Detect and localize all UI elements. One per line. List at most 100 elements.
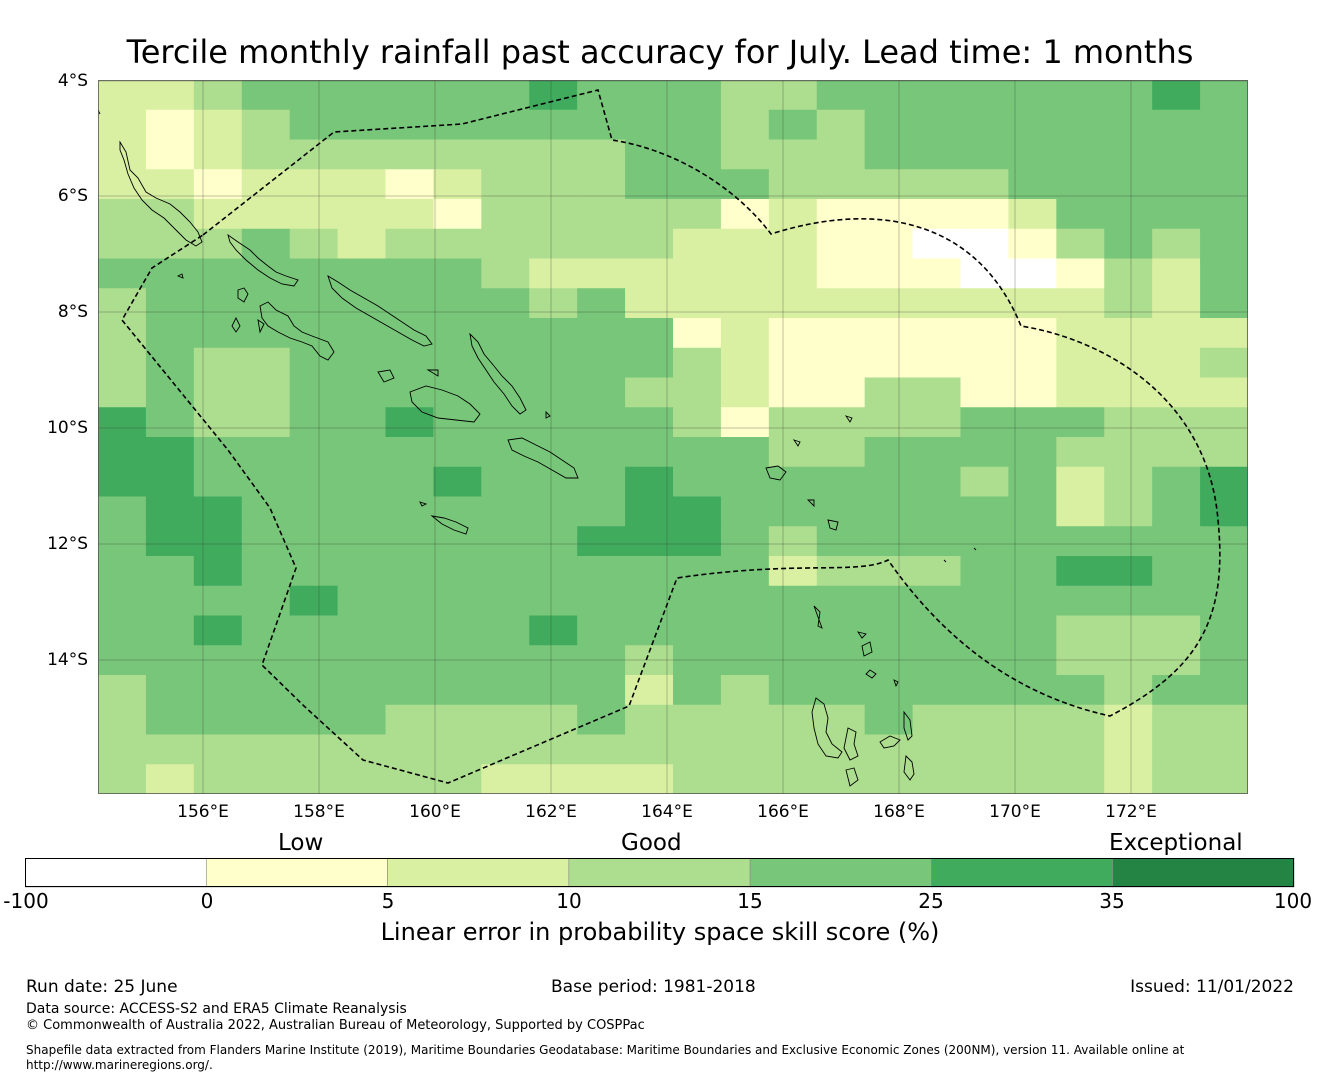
grid-cell [337,615,387,646]
grid-cell [1056,556,1105,587]
grid-cell [912,734,962,765]
grid-cell [193,288,243,319]
grid-cell [481,556,530,587]
grid-cell [433,169,482,200]
grid-cell [720,466,770,498]
grid-cell [673,407,722,438]
grid-cell [912,675,962,706]
grid-cell [1200,734,1248,765]
grid-cell [625,526,674,557]
grid-cell [816,645,866,676]
grid-cell [145,139,195,170]
grid-cell [577,496,626,527]
grid-cell [960,288,1010,319]
grid-cell [912,466,962,498]
grid-cell [1008,556,1057,587]
grid-cell [960,377,1010,408]
grid-cell [768,377,818,408]
grid-cell [816,466,866,498]
grid-cell [577,80,626,111]
grid-cell [98,556,147,587]
lon-label: 156°E [177,802,229,822]
grid-cell [433,437,482,468]
grid-cell [816,258,866,289]
grid-cell [673,645,722,676]
grid-cell [145,109,195,141]
grid-cell [145,496,195,527]
grid-cell [577,675,626,706]
grid-cell [1008,526,1057,557]
grid-cell [481,734,530,765]
grid-cell [289,437,339,468]
island-espiritu-santo [811,697,843,759]
island-santa-isabel [327,274,433,347]
grid-cell [98,288,147,319]
grid-cell [289,496,339,527]
grid-cell [481,228,530,260]
grid-cell [385,466,435,498]
grid-cell [960,585,1010,617]
grid-cell [720,377,770,408]
lon-label: 170°E [989,802,1041,822]
grid-cell [1200,556,1248,587]
grid-cell [433,199,482,230]
grid-cell [241,318,291,349]
grid-cell [816,556,866,587]
grid-cell [768,407,818,438]
grid-cell [529,228,578,260]
grid-cell [912,526,962,557]
grid-cell [385,109,435,141]
grid-cell [193,704,243,736]
grid-cell [625,109,674,141]
graticule [98,80,1248,794]
grid-cell [481,80,530,111]
grid-cell [337,80,387,111]
grid-cell [912,585,962,617]
grid-cell [864,318,914,349]
grid-cell [1008,169,1057,200]
colorbar-bin [25,858,207,888]
grid-cell [960,496,1010,527]
grid-cell [577,288,626,319]
grid-cell [816,199,866,230]
grid-cell [625,347,674,379]
grid-cell [289,228,339,260]
grid-cell [1056,199,1105,230]
grid-cell [385,734,435,765]
grid-cell [577,169,626,200]
grid-cell [385,80,435,111]
grid-cell [529,199,578,230]
grid-cell [673,675,722,706]
grid-cell [1200,526,1248,557]
grid-cell [577,347,626,379]
grid-cell [481,526,530,557]
grid-cell [529,109,578,141]
grid-cell [529,615,578,646]
grid-cell [912,347,962,379]
grid-cell [577,466,626,498]
grid-cell [1056,288,1105,319]
grid-cell [960,734,1010,765]
grid-cell [529,645,578,676]
grid-cell [864,228,914,260]
grid-cell [289,139,339,170]
grid-cell [912,228,962,260]
grid-cell [1152,258,1201,289]
grid-cell [1104,585,1153,617]
grid-cell [720,258,770,289]
grid-cell [193,734,243,765]
grid-cell [577,377,626,408]
grid-cell [1008,228,1057,260]
grid-cell [481,288,530,319]
grid-cell [1200,109,1248,141]
grid-cell [481,496,530,527]
grid-cell [481,645,530,676]
grid-cell [673,585,722,617]
copyright: © Commonwealth of Australia 2022, Austra… [26,1018,645,1033]
grid-cell [289,734,339,765]
grid-cell [1008,199,1057,230]
grid-cell [1200,764,1248,794]
run-date: Run date: 25 June [26,977,178,997]
grid-cell [1056,258,1105,289]
coastlines [98,109,977,787]
